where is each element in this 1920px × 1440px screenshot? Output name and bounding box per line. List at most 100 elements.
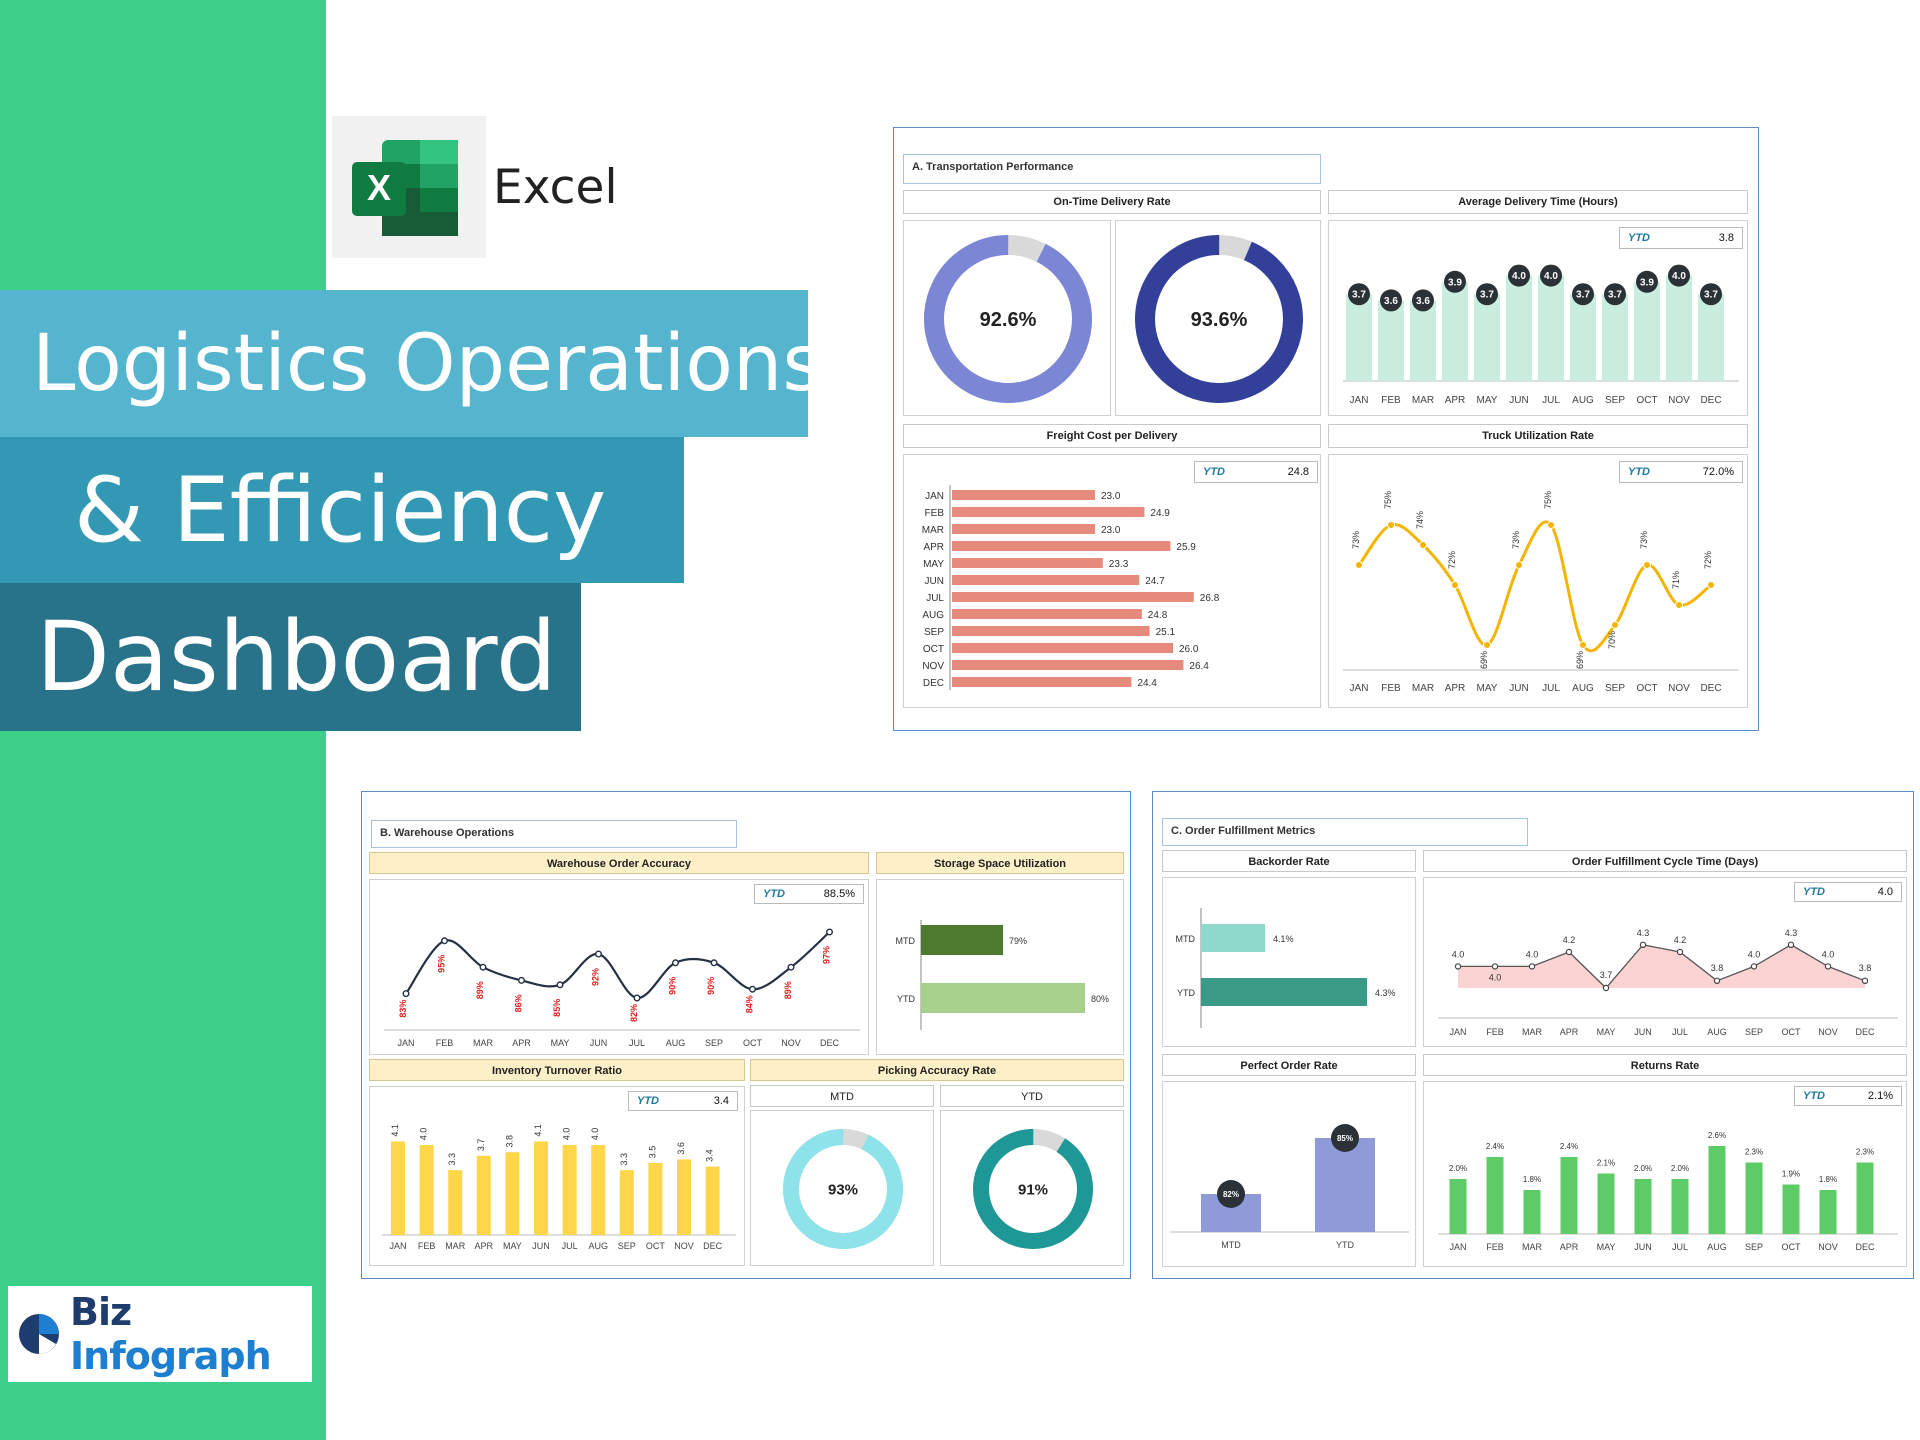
y-tick-label: JAN — [925, 491, 944, 502]
point — [633, 994, 641, 1002]
bar — [921, 983, 1085, 1013]
x-tick-label: MAY — [1597, 1027, 1616, 1037]
data-label: 24.4 — [1137, 678, 1157, 689]
ytd-label: YTD — [763, 888, 785, 900]
data-label: 95% — [437, 955, 447, 973]
point — [1451, 581, 1459, 589]
bar — [705, 1166, 720, 1235]
x-tick-label: AUG — [1707, 1242, 1727, 1252]
backorder-title: Backorder Rate — [1162, 850, 1416, 872]
point — [672, 959, 680, 967]
x-tick-label: JAN — [389, 1241, 406, 1251]
x-tick-label: JUN — [590, 1038, 608, 1048]
data-label: 2.0% — [1671, 1164, 1689, 1173]
y-tick-label: MAY — [923, 559, 944, 570]
value-badge — [1476, 283, 1498, 306]
ytd-value: 4.0 — [1877, 886, 1893, 898]
data-label: 4.0 — [562, 1128, 572, 1141]
data-label: 4.0 — [1489, 972, 1502, 982]
data-label: 3.6 — [1416, 296, 1430, 307]
bar — [952, 558, 1103, 568]
x-tick-label: APR — [475, 1241, 494, 1251]
bar — [1538, 275, 1564, 381]
data-label: 24.7 — [1145, 576, 1165, 587]
donut-center-label: 91% — [1018, 1181, 1048, 1198]
data-label: 4.0 — [1672, 271, 1686, 282]
x-tick-label: JUN — [1509, 683, 1528, 694]
ytd-label: YTD — [1628, 232, 1650, 244]
donut-center-label: 92.6% — [980, 309, 1037, 331]
x-tick-label: MAR — [445, 1241, 466, 1251]
bar — [1570, 294, 1596, 381]
data-label: 86% — [514, 994, 524, 1012]
perfect-card: 82% MTD 85% YTD — [1162, 1081, 1416, 1267]
x-tick-label: JUN — [1509, 395, 1528, 406]
truck-title: Truck Utilization Rate — [1328, 424, 1748, 448]
data-label: 26.8 — [1200, 593, 1220, 604]
x-tick-label: APR — [1560, 1242, 1579, 1252]
transport-section-title: A. Transportation Performance — [903, 154, 1321, 184]
bar — [1666, 275, 1692, 381]
x-tick-label: AUG — [588, 1241, 608, 1251]
data-label: 3.6 — [1384, 296, 1398, 307]
bar — [952, 490, 1095, 500]
data-label: 2.4% — [1486, 1142, 1504, 1151]
bar — [1698, 294, 1724, 381]
bar — [1782, 1184, 1800, 1234]
x-tick-label: AUG — [1572, 683, 1594, 694]
data-label: 3.7 — [1576, 290, 1590, 301]
value-badge — [1572, 283, 1594, 306]
bar — [952, 626, 1150, 636]
point — [1355, 561, 1363, 569]
value-badge — [1348, 283, 1370, 306]
point — [749, 985, 757, 993]
x-tick-label: OCT — [1782, 1242, 1802, 1252]
x-tick-label: NOV — [1818, 1027, 1838, 1037]
value-badge — [1331, 1124, 1359, 1152]
avg-time-ytd: YTD 3.8 — [1619, 227, 1743, 249]
value-badge — [1604, 283, 1626, 306]
inventory-chart: 4.1 4.0 3.3 3.7 3.8 4.1 4.0 4.0 3.3 3.5 3.6 3.4 JAN F… — [382, 1124, 736, 1251]
point — [1483, 641, 1491, 649]
accuracy-chart: 83% 95% 89% 86% 85% 92% 82% 90% 90% 84% 89% 97% JAN F… — [384, 928, 860, 1048]
point — [1643, 561, 1651, 569]
truck-ytd: YTD 72.0% — [1619, 461, 1743, 483]
x-tick-label: MAY — [503, 1241, 522, 1251]
data-label: 4.2 — [1563, 935, 1576, 945]
value-badge — [1508, 264, 1530, 287]
truck-chart: 73% 75% 74% 72% 69% 73% 75% 69% 70% 73% 71% 72% JAN F… — [1343, 491, 1739, 694]
data-label: 4.0 — [1748, 949, 1761, 959]
x-tick-label: OCT — [743, 1038, 763, 1048]
data-label: 24.9 — [1150, 508, 1170, 519]
x-tick-label: NOV — [1818, 1242, 1838, 1252]
returns-title: Returns Rate — [1423, 1054, 1907, 1076]
storage-chart: MTD 79% YTD 80% — [896, 920, 1109, 1030]
x-tick-label: JUL — [1542, 683, 1560, 694]
point — [1611, 621, 1619, 629]
donut-center-label: 93.6% — [1191, 309, 1248, 331]
x-tick-label: MTD — [1221, 1240, 1241, 1250]
data-label: 2.1% — [1597, 1159, 1615, 1168]
data-label: 85% — [1337, 1134, 1353, 1143]
x-tick-label: DEC — [703, 1241, 723, 1251]
point — [1528, 963, 1536, 970]
x-tick-label: FEB — [436, 1038, 454, 1048]
logo-biz: Biz — [70, 1290, 132, 1334]
point — [1713, 977, 1721, 985]
bar — [1410, 300, 1436, 381]
bar — [1474, 294, 1500, 381]
bar — [1671, 1179, 1689, 1234]
bar — [952, 660, 1184, 670]
warehouse-panel: B. Warehouse Operations Warehouse Order … — [361, 791, 1131, 1279]
data-label: 85% — [552, 999, 562, 1017]
point — [1676, 948, 1684, 956]
bar — [1560, 1157, 1578, 1234]
bar — [1819, 1190, 1837, 1234]
value-badge — [1444, 270, 1466, 293]
avg-time-title: Average Delivery Time (Hours) — [1328, 190, 1748, 214]
bar — [1442, 281, 1468, 381]
bar — [952, 609, 1142, 619]
x-tick-label: JAN — [1350, 395, 1369, 406]
x-tick-label: MAY — [1477, 395, 1498, 406]
data-label: 3.3 — [447, 1153, 457, 1166]
